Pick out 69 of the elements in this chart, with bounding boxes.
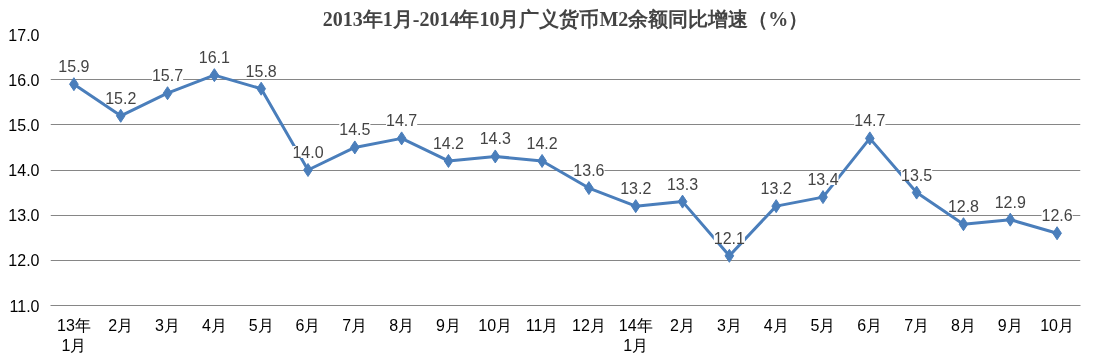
point — [630, 199, 641, 214]
point — [162, 86, 173, 101]
data-label: 12.6 — [1041, 207, 1073, 225]
x-tick-label: 3月 — [716, 316, 742, 334]
point — [256, 81, 267, 96]
point — [115, 108, 126, 123]
data-label: 14.2 — [526, 134, 558, 152]
x-tick-label: 9月 — [436, 316, 461, 334]
x-tick-label: 14年1月 — [618, 316, 653, 354]
x-tick-label: 2月 — [108, 316, 134, 334]
x-tick-label: 8月 — [951, 316, 976, 334]
data-label: 14.0 — [292, 144, 324, 161]
x-tick-label: 7月 — [904, 316, 930, 334]
data-label: 14.7 — [854, 112, 886, 130]
x-tick-label: 10月 — [1040, 316, 1074, 334]
point — [1005, 212, 1016, 227]
point — [771, 199, 782, 214]
point — [396, 131, 407, 146]
data-label: 12.8 — [947, 198, 980, 216]
x-tick-label: 10月 — [478, 316, 513, 334]
point — [864, 131, 875, 146]
x-tick-label: 5月 — [248, 316, 274, 334]
data-label: 12.1 — [713, 229, 746, 247]
x-tick-label: 2月 — [670, 316, 695, 334]
x-tick-label: 6月 — [857, 316, 883, 334]
data-label: 15.8 — [245, 62, 277, 80]
data-label: 13.6 — [573, 162, 605, 180]
y-tick-label: 12.0 — [8, 252, 40, 270]
data-label: 15.7 — [151, 67, 184, 85]
y-tick-label: 13.0 — [8, 207, 40, 225]
point — [724, 248, 735, 263]
data-label: 13.3 — [666, 175, 699, 193]
x-tick-label: 12月 — [572, 316, 606, 334]
point — [958, 217, 969, 232]
point — [677, 194, 688, 209]
point — [349, 140, 360, 155]
y-tick-label: 14.0 — [8, 162, 40, 179]
data-label: 13.2 — [760, 180, 792, 198]
data-label: 14.2 — [432, 134, 465, 152]
data-label: 12.9 — [994, 193, 1026, 211]
x-tick-label: 9月 — [997, 316, 1023, 334]
point — [443, 153, 454, 168]
point — [911, 185, 922, 200]
y-tick-label: 15.0 — [8, 116, 40, 134]
data-label: 15.9 — [58, 58, 90, 76]
data-label: 15.2 — [105, 89, 137, 107]
point — [303, 163, 313, 177]
data-label: 13.4 — [807, 171, 839, 189]
x-tick-label: 4月 — [763, 316, 789, 334]
x-tick-label: 3月 — [155, 316, 180, 334]
data-label: 13.5 — [901, 166, 933, 184]
x-tick-label: 6月 — [295, 316, 321, 334]
chart-title: 2013年1月-2014年10月广义货币M2余额同比增速（%） — [322, 7, 809, 30]
x-tick-label: 13年1月 — [57, 316, 91, 354]
x-tick-label: 11月 — [525, 316, 559, 334]
x-tick-label: 4月 — [201, 316, 227, 334]
data-label: 16.1 — [198, 49, 231, 67]
x-tick-label: 8月 — [389, 316, 415, 334]
x-tick-label: 7月 — [342, 316, 368, 334]
x-tick-label: 5月 — [810, 316, 836, 334]
y-tick-label: 17.0 — [8, 26, 40, 44]
point — [490, 149, 501, 164]
data-label: 14.5 — [339, 121, 371, 139]
y-tick-label: 16.0 — [8, 71, 40, 89]
data-label: 14.3 — [479, 130, 511, 148]
point — [209, 68, 220, 83]
data-label: 13.2 — [620, 180, 652, 198]
y-tick-label: 11.0 — [9, 297, 40, 315]
data-label: 14.7 — [386, 112, 418, 130]
